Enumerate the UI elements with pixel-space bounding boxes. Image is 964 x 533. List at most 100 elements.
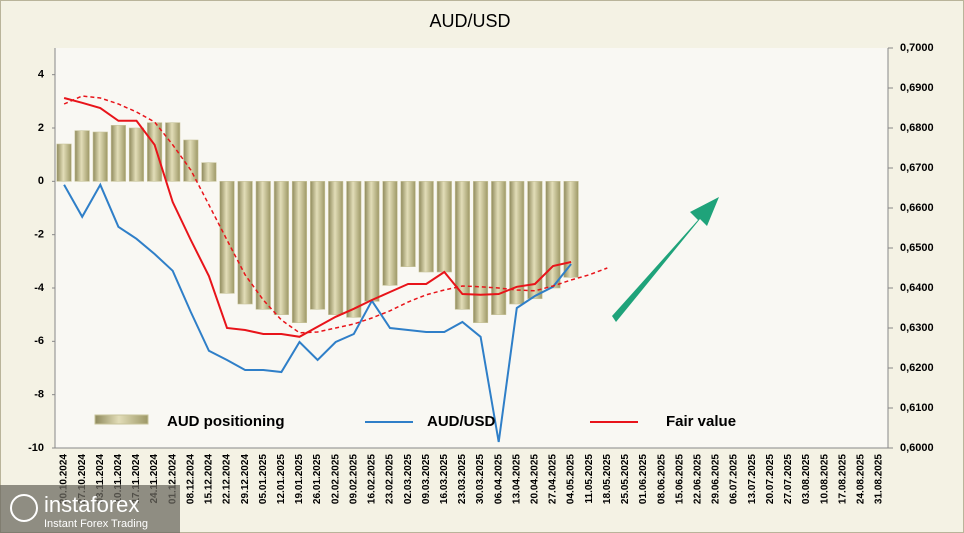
x-tick-label: 20.04.2025 [530, 454, 541, 504]
y2-tick-label: 0,6600 [900, 202, 934, 214]
x-tick-label: 22.12.2024 [222, 454, 233, 504]
x-tick-label: 01.06.2025 [638, 454, 649, 504]
y-tick-label: 0 [38, 175, 44, 187]
x-tick-label: 12.01.2025 [276, 454, 287, 504]
bar [364, 181, 380, 302]
legend-label: AUD/USD [427, 413, 496, 430]
bar [545, 181, 561, 289]
bar [310, 181, 326, 310]
trend-arrow [612, 197, 719, 322]
y-tick-label: -8 [34, 389, 44, 401]
y2-tick-label: 0,6000 [900, 442, 934, 454]
x-tick-label: 30.03.2025 [475, 454, 486, 504]
x-tick-label: 31.08.2025 [874, 454, 885, 504]
watermark-logo [10, 494, 38, 522]
bar [328, 181, 344, 315]
x-tick-label: 01.12.2024 [167, 454, 178, 504]
x-tick-label: 23.02.2025 [385, 454, 396, 504]
y2-tick-label: 0,7000 [900, 42, 934, 54]
y2-tick-label: 0,6500 [900, 242, 934, 254]
x-tick-label: 16.03.2025 [439, 454, 450, 504]
x-tick-label: 26.01.2025 [312, 454, 323, 504]
bar [56, 143, 72, 182]
watermark-bg [0, 485, 180, 533]
x-tick-label: 25.05.2025 [620, 454, 631, 504]
bar [183, 139, 199, 182]
bar [382, 181, 398, 286]
x-tick-label: 03.11.2024 [95, 454, 106, 504]
x-tick-label: 06.04.2025 [493, 454, 504, 504]
bar [165, 122, 181, 182]
y-tick-label: -4 [34, 282, 45, 294]
x-tick-label: 06.07.2025 [729, 454, 740, 504]
watermark-name: instaforex [44, 492, 139, 517]
x-tick-label: 10.11.2024 [113, 454, 124, 504]
x-tick-label: 27.04.2025 [548, 454, 559, 504]
bar [273, 181, 289, 315]
bar [527, 181, 543, 299]
x-tick-label: 20.07.2025 [765, 454, 776, 504]
x-tick-label: 02.03.2025 [403, 454, 414, 504]
bar [147, 122, 163, 182]
x-tick-label: 27.07.2025 [783, 454, 794, 504]
x-tick-label: 29.06.2025 [711, 454, 722, 504]
x-tick-label: 16.02.2025 [367, 454, 378, 504]
x-tick-label: 15.06.2025 [674, 454, 685, 504]
x-tick-label: 24.08.2025 [855, 454, 866, 504]
watermark-tagline: Instant Forex Trading [44, 518, 148, 530]
bar [400, 181, 416, 267]
y-tick-label: 4 [38, 69, 45, 81]
y2-tick-label: 0,6300 [900, 322, 934, 334]
x-tick-label: 05.01.2025 [258, 454, 269, 504]
x-tick-label: 19.01.2025 [294, 454, 305, 504]
x-tick-label: 24.11.2024 [149, 454, 160, 504]
y2-tick-label: 0,6200 [900, 362, 934, 374]
x-tick-label: 13.04.2025 [511, 454, 522, 504]
x-tick-label: 04.05.2025 [566, 454, 577, 504]
x-tick-label: 20.10.2024 [59, 454, 70, 504]
y-tick-label: -6 [34, 335, 44, 347]
bar [110, 125, 126, 182]
bar [491, 181, 507, 315]
x-tick-label: 08.12.2024 [185, 454, 196, 504]
y2-tick-label: 0,6400 [900, 282, 934, 294]
bar [473, 181, 489, 323]
bar [291, 181, 308, 323]
bar [92, 131, 108, 182]
x-tick-label: 17.08.2025 [837, 454, 848, 504]
y-tick-label: -2 [34, 229, 44, 241]
line [63, 182, 572, 443]
x-tick-label: 18.05.2025 [602, 454, 613, 504]
x-tick-label: 27.10.2024 [77, 454, 88, 504]
bar [128, 127, 145, 182]
dashed-line [63, 95, 608, 334]
x-tick-label: 03.08.2025 [801, 454, 812, 504]
x-tick-label: 22.06.2025 [692, 454, 703, 504]
x-tick-label: 13.07.2025 [747, 454, 758, 504]
y2-tick-label: 0,6100 [900, 402, 934, 414]
line [63, 97, 572, 338]
bar [563, 181, 579, 278]
bar [237, 181, 253, 305]
legend-swatch [94, 414, 149, 425]
y-tick-label: -10 [28, 442, 44, 454]
bar [201, 162, 217, 182]
x-tick-label: 02.02.2025 [330, 454, 341, 504]
bar [436, 181, 452, 273]
legend-label: Fair value [666, 413, 736, 430]
bar [255, 181, 271, 310]
x-tick-label: 17.11.2024 [131, 454, 142, 504]
legend-label: AUD positioning [167, 413, 284, 430]
bar [454, 181, 470, 310]
y2-tick-label: 0,6900 [900, 82, 934, 94]
bar [418, 181, 434, 273]
bar [509, 181, 525, 305]
y-tick-label: 2 [38, 122, 44, 134]
bar [219, 181, 235, 294]
x-tick-label: 09.02.2025 [348, 454, 359, 504]
bar [74, 130, 90, 182]
chart-title: AUD/USD [429, 11, 510, 31]
bar [346, 181, 362, 318]
x-tick-label: 29.12.2024 [240, 454, 251, 504]
